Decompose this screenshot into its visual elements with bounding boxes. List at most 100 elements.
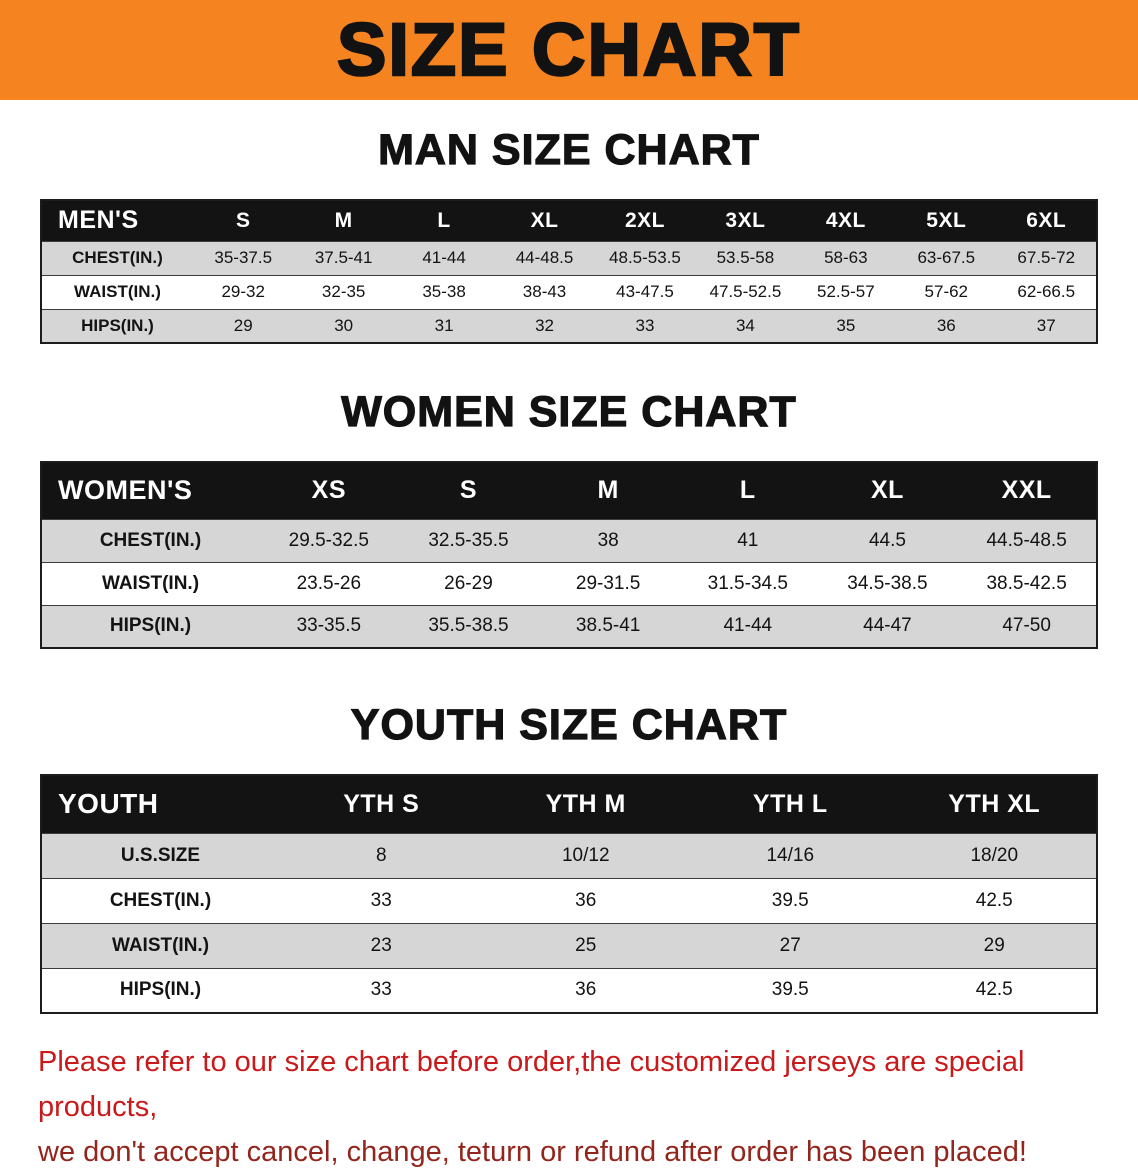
- size-value-cell: 37.5-41: [314, 248, 373, 267]
- size-value-cell: 44.5-48.5: [986, 529, 1067, 551]
- size-value-cell: 38.5-42.5: [986, 572, 1067, 594]
- measurement-row: CHEST(IN.) 33 36 39.5 42.5: [41, 878, 1097, 923]
- size-column-header: 6XL: [1026, 208, 1067, 232]
- women-size-table: WOMEN'S XS S M L XL XXL CHEST(IN.) 29.5-32.5 32.5…: [40, 461, 1098, 649]
- size-value-cell: 31: [434, 315, 454, 335]
- row-label: HIPS(IN.): [81, 315, 154, 335]
- size-value-cell: 33: [370, 889, 392, 911]
- size-column-header: XL: [530, 208, 559, 232]
- size-column-header: L: [437, 208, 451, 232]
- size-value-cell: 33-35.5: [296, 615, 362, 637]
- row-label: WAIST(IN.): [74, 282, 161, 301]
- row-label: HIPS(IN.): [109, 615, 192, 637]
- men-size-table: MEN'S S M L XL 2XL 3XL 4XL 5XL 6XL CHEST(IN.) 35-37…: [40, 199, 1098, 344]
- size-column-header: YTH XL: [948, 789, 1041, 818]
- row-label: CHEST(IN.): [99, 529, 202, 551]
- size-value-cell: 36: [936, 315, 956, 335]
- youth-size-table: YOUTH YTH S YTH M YTH L YTH XL U.S.SIZE 8 10/12…: [40, 774, 1098, 1014]
- men-size-chart-section: MAN SIZE CHART MEN'S S M L XL 2XL 3XL 4XL 5XL 6XL…: [0, 125, 1138, 344]
- size-value-cell: 29: [983, 934, 1005, 956]
- size-value-cell: 41: [737, 529, 759, 551]
- size-value-cell: 14/16: [766, 844, 815, 866]
- youth-chart-heading: YOUTH SIZE CHART: [350, 700, 788, 749]
- row-label: WAIST(IN.): [111, 934, 210, 956]
- size-value-cell: 8: [375, 844, 387, 866]
- size-value-cell: 43-47.5: [616, 282, 674, 301]
- size-value-cell: 33: [370, 979, 392, 1001]
- size-value-cell: 27: [779, 934, 801, 956]
- measurement-row: HIPS(IN.) 29 30 31 32 33 34 35 36 37: [41, 309, 1097, 343]
- size-column-header: XXL: [1001, 476, 1052, 505]
- measurement-row: WAIST(IN.) 23.5-26 26-29 29-31.5 31.5-34.5 34…: [41, 562, 1097, 605]
- measurement-row: WAIST(IN.) 23 25 27 29: [41, 923, 1097, 968]
- size-column-header: YTH M: [545, 789, 626, 818]
- table-header-row: MEN'S S M L XL 2XL 3XL 4XL 5XL 6XL: [41, 200, 1097, 241]
- row-label: CHEST(IN.): [109, 889, 212, 911]
- size-value-cell: 36: [575, 889, 597, 911]
- size-value-cell: 29-32: [221, 282, 265, 301]
- size-value-cell: 42.5: [975, 889, 1013, 911]
- size-value-cell: 34: [735, 315, 755, 335]
- measurement-row: WAIST(IN.) 29-32 32-35 35-38 38-43 43-47.5 47.…: [41, 275, 1097, 309]
- size-value-cell: 35-38: [422, 282, 466, 301]
- size-value-cell: 35: [836, 315, 856, 335]
- size-value-cell: 23: [370, 934, 392, 956]
- men-chart-heading: MAN SIZE CHART: [377, 125, 760, 174]
- size-value-cell: 63-67.5: [917, 248, 976, 267]
- banner-title: SIZE CHART: [336, 8, 801, 91]
- size-chart-banner: SIZE CHART: [0, 0, 1138, 100]
- size-value-cell: 34.5-38.5: [847, 572, 928, 594]
- size-value-cell: 53.5-58: [716, 248, 775, 267]
- size-column-header: 4XL: [825, 208, 866, 232]
- size-value-cell: 41-44: [723, 615, 773, 637]
- disclaimer-line-2: we don't accept cancel, change, teturn o…: [38, 1135, 1027, 1168]
- size-value-cell: 31.5-34.5: [707, 572, 788, 594]
- size-value-cell: 38.5-41: [575, 615, 641, 637]
- table-title-cell: MEN'S: [58, 206, 139, 235]
- table-title-cell: YOUTH: [58, 788, 159, 820]
- size-column-header: L: [739, 476, 756, 505]
- table-header-row: WOMEN'S XS S M L XL XXL: [41, 462, 1097, 519]
- women-chart-heading: WOMEN SIZE CHART: [341, 387, 797, 436]
- size-value-cell: 10/12: [561, 844, 610, 866]
- size-value-cell: 67.5-72: [1017, 248, 1076, 267]
- size-value-cell: 35.5-38.5: [428, 615, 509, 637]
- row-label: HIPS(IN.): [119, 979, 202, 1001]
- size-value-cell: 47.5-52.5: [709, 282, 782, 301]
- size-value-cell: 33: [635, 315, 655, 335]
- size-value-cell: 37: [1036, 315, 1056, 335]
- size-value-cell: 32-35: [321, 282, 366, 301]
- measurement-row: CHEST(IN.) 29.5-32.5 32.5-35.5 38 41 44.5 44.5…: [41, 519, 1097, 562]
- size-value-cell: 39.5: [771, 979, 809, 1001]
- table-header-row: YOUTH YTH S YTH M YTH L YTH XL: [41, 775, 1097, 833]
- size-value-cell: 29: [233, 315, 253, 335]
- size-value-cell: 44.5: [868, 529, 906, 551]
- size-value-cell: 18/20: [970, 844, 1019, 866]
- size-value-cell: 57-62: [924, 282, 969, 301]
- size-value-cell: 29-31.5: [575, 572, 641, 594]
- size-column-header: XS: [311, 476, 346, 505]
- size-value-cell: 32.5-35.5: [428, 529, 509, 551]
- size-value-cell: 32: [535, 315, 554, 335]
- size-value-cell: 35-37.5: [214, 248, 273, 267]
- size-value-cell: 48.5-53.5: [609, 248, 681, 267]
- row-label: WAIST(IN.): [101, 572, 200, 594]
- size-value-cell: 30: [334, 315, 354, 335]
- size-column-header: 2XL: [624, 208, 665, 232]
- size-value-cell: 52.5-57: [817, 282, 875, 301]
- size-column-header: S: [459, 476, 478, 505]
- table-title-cell: WOMEN'S: [58, 475, 193, 506]
- size-value-cell: 38: [597, 529, 619, 551]
- size-value-cell: 44-48.5: [515, 248, 574, 267]
- size-column-header: S: [235, 208, 251, 232]
- size-value-cell: 36: [575, 979, 597, 1001]
- size-value-cell: 47-50: [1002, 615, 1051, 637]
- size-value-cell: 41-44: [422, 248, 466, 267]
- youth-size-chart-section: YOUTH SIZE CHART YOUTH YTH S YTH M YTH L YTH…: [0, 700, 1138, 1014]
- size-value-cell: 23.5-26: [296, 572, 362, 594]
- size-column-header: 5XL: [926, 208, 967, 232]
- size-column-header: YTH S: [343, 789, 420, 818]
- row-label: CHEST(IN.): [72, 248, 163, 267]
- size-column-header: 3XL: [725, 208, 766, 232]
- size-column-header: YTH L: [752, 789, 828, 818]
